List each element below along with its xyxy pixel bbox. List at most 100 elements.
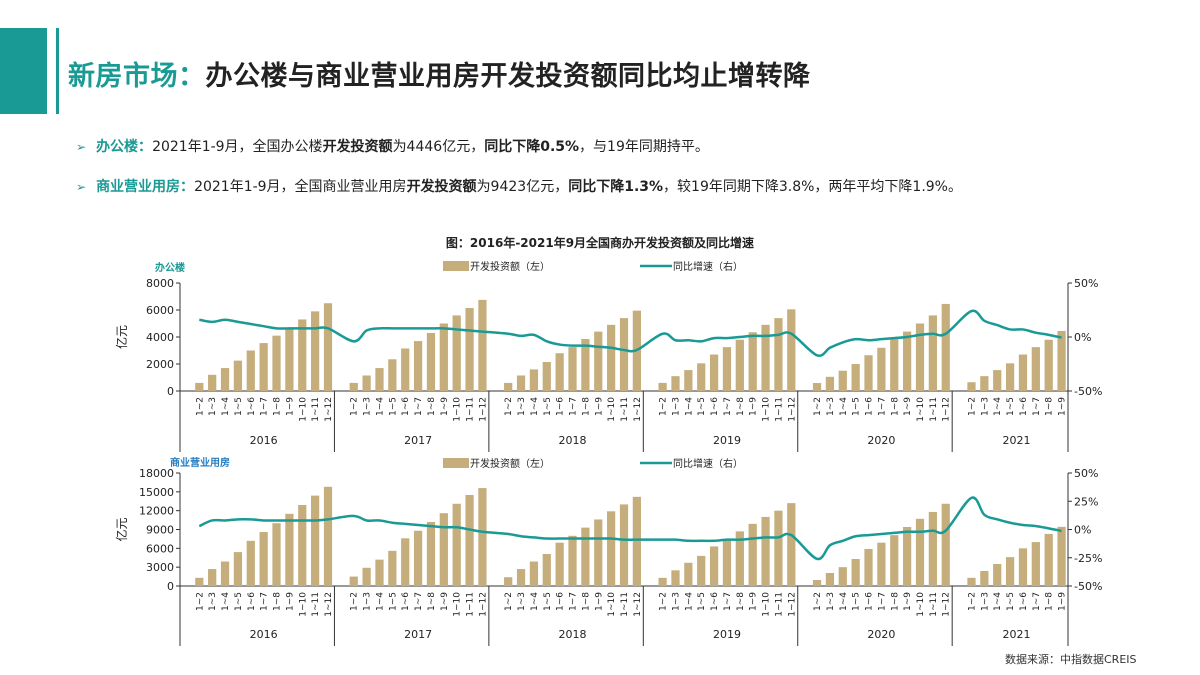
panel2-year-label: 2018 — [559, 628, 587, 641]
panel1-investment-bar — [684, 370, 693, 391]
panel1-month-tick-label: 1~9 — [285, 397, 295, 416]
panel1-month-tick-label: 1~4 — [221, 397, 231, 416]
panel2-investment-bar — [825, 573, 835, 586]
panel2-investment-bar — [298, 505, 307, 586]
bullet-bold: 同比下降1.3% — [568, 179, 664, 195]
panel2-investment-bar — [516, 569, 526, 586]
panel1-month-tick-label: 1~8 — [427, 397, 437, 416]
panel2-month-tick-label: 1~5 — [1006, 592, 1016, 611]
panel1-month-tick-label: 1~8 — [890, 397, 900, 416]
panel2-month-tick-label: 1~6 — [710, 592, 720, 611]
panel1-month-tick-label: 1~3 — [363, 397, 373, 416]
panel2-investment-bar — [903, 526, 912, 586]
panel1-month-tick-label: 1~5 — [543, 397, 553, 416]
panel2-year-label: 2016 — [250, 628, 278, 641]
panel2-investment-bar — [658, 577, 667, 586]
panel1-month-tick-label: 1~4 — [530, 397, 540, 416]
panel1-month-tick-label: 1~2 — [967, 397, 977, 416]
panel1-month-tick-label: 1~5 — [388, 397, 398, 416]
panel2-right-tick-label: -25% — [1074, 552, 1102, 565]
panel2-month-tick-label: 1~7 — [1032, 592, 1042, 611]
panel2-month-tick-label: 1~5 — [543, 592, 553, 611]
panel2-right-tick-label: 0% — [1074, 524, 1091, 537]
panel1-investment-bar — [311, 311, 320, 391]
panel2-month-tick-label: 1~5 — [234, 592, 244, 611]
panel1-investment-bar — [787, 309, 796, 391]
panel1-month-tick-label: 1~2 — [350, 397, 360, 416]
panel1-month-tick-label: 1~10 — [916, 397, 926, 422]
panel1-investment-bar — [941, 303, 950, 391]
panel2-month-tick-label: 1~11 — [620, 592, 630, 617]
panel1-investment-bar — [709, 354, 719, 391]
panel1-month-tick-label: 1~9 — [749, 397, 759, 416]
panel2-month-tick-label: 1~3 — [826, 592, 836, 611]
panel1-investment-bar — [375, 368, 384, 391]
panel2-investment-bar — [542, 553, 551, 586]
panel1-investment-bar — [761, 324, 770, 391]
panel1-investment-bar — [1031, 347, 1040, 391]
panel2-legend-bar-swatch — [443, 458, 469, 468]
panel1-investment-bar — [607, 324, 616, 391]
panel2-right-tick-label: 50% — [1074, 467, 1098, 480]
panel1-investment-bar — [903, 331, 912, 391]
panel1-month-tick-label: 1~2 — [659, 397, 669, 416]
panel1-investment-bar — [220, 368, 230, 391]
panel1-month-tick-label: 1~4 — [839, 397, 849, 416]
panel2-investment-bar — [967, 577, 976, 586]
panel1-month-tick-label: 1~6 — [401, 397, 411, 416]
panel2-month-tick-label: 1~11 — [929, 592, 939, 617]
panel2-investment-bar — [413, 530, 423, 586]
panel2-investment-bar — [465, 494, 474, 586]
panel2-investment-bar — [388, 550, 397, 586]
panel2-investment-bar — [311, 495, 320, 586]
accent-block — [0, 28, 47, 114]
panel1-month-tick-label: 1~8 — [736, 397, 746, 416]
panel2-month-tick-label: 1~4 — [221, 592, 231, 611]
panel2-investment-bar — [259, 532, 268, 586]
bullet-text: ，与19年同期持平。 — [579, 139, 709, 155]
panel1-investment-bar — [259, 343, 268, 391]
panel1-right-tick-label: 50% — [1074, 277, 1098, 290]
panel2-month-tick-label: 1~9 — [285, 592, 295, 611]
panel2-month-tick-label: 1~12 — [324, 592, 334, 617]
panel1-investment-bar — [298, 319, 307, 391]
panel1-month-tick-label: 1~9 — [440, 397, 450, 416]
panel2-month-tick-label: 1~9 — [440, 592, 450, 611]
panel2-month-tick-label: 1~12 — [633, 592, 643, 617]
panel1-month-tick-label: 1~3 — [826, 397, 836, 416]
panel2-investment-bar — [272, 523, 281, 586]
panel2-month-tick-label: 1~10 — [916, 592, 926, 617]
panel2-left-tick-label: 15000 — [139, 486, 174, 499]
panel2-investment-bar — [555, 542, 564, 586]
panel1-investment-bar — [735, 339, 744, 391]
panel2-month-tick-label: 1~2 — [659, 592, 669, 611]
panel2-month-tick-label: 1~3 — [671, 592, 681, 611]
panel2-investment-bar — [362, 567, 371, 586]
panel2-month-tick-label: 1~5 — [852, 592, 862, 611]
panel1-month-tick-label: 1~12 — [787, 397, 797, 422]
panel2-month-tick-label: 1~10 — [298, 592, 308, 617]
panel2-investment-bar — [1057, 526, 1066, 586]
panel2-investment-bar — [890, 535, 899, 586]
panel1-investment-bar — [1044, 339, 1053, 391]
panel1-investment-bar — [195, 382, 204, 391]
panel1-month-tick-label: 1~11 — [929, 397, 939, 422]
panel1-month-tick-label: 1~2 — [195, 397, 205, 416]
panel1-investment-bar — [465, 307, 474, 391]
panel2-investment-bar — [1044, 533, 1053, 586]
panel2-month-tick-label: 1~9 — [1058, 592, 1068, 611]
panel2-legend-line-label: 同比增速（右） — [673, 457, 743, 470]
panel1-month-tick-label: 1~8 — [581, 397, 591, 416]
panel2-month-tick-label: 1~2 — [813, 592, 823, 611]
source-note: 数据来源：中指数据CREIS — [1005, 653, 1137, 666]
panel1-investment-bar — [928, 315, 937, 391]
panel2-investment-bar — [697, 555, 706, 586]
panel2-month-tick-label: 1~3 — [980, 592, 990, 611]
panel1-investment-bar — [568, 347, 577, 391]
panel2-month-tick-label: 1~4 — [993, 592, 1003, 611]
panel2-investment-bar — [851, 559, 860, 586]
panel2-month-tick-label: 1~6 — [401, 592, 411, 611]
panel1-investment-bar — [413, 341, 423, 391]
panel2-investment-bar — [812, 580, 822, 586]
panel2-month-tick-label: 1~10 — [607, 592, 617, 617]
